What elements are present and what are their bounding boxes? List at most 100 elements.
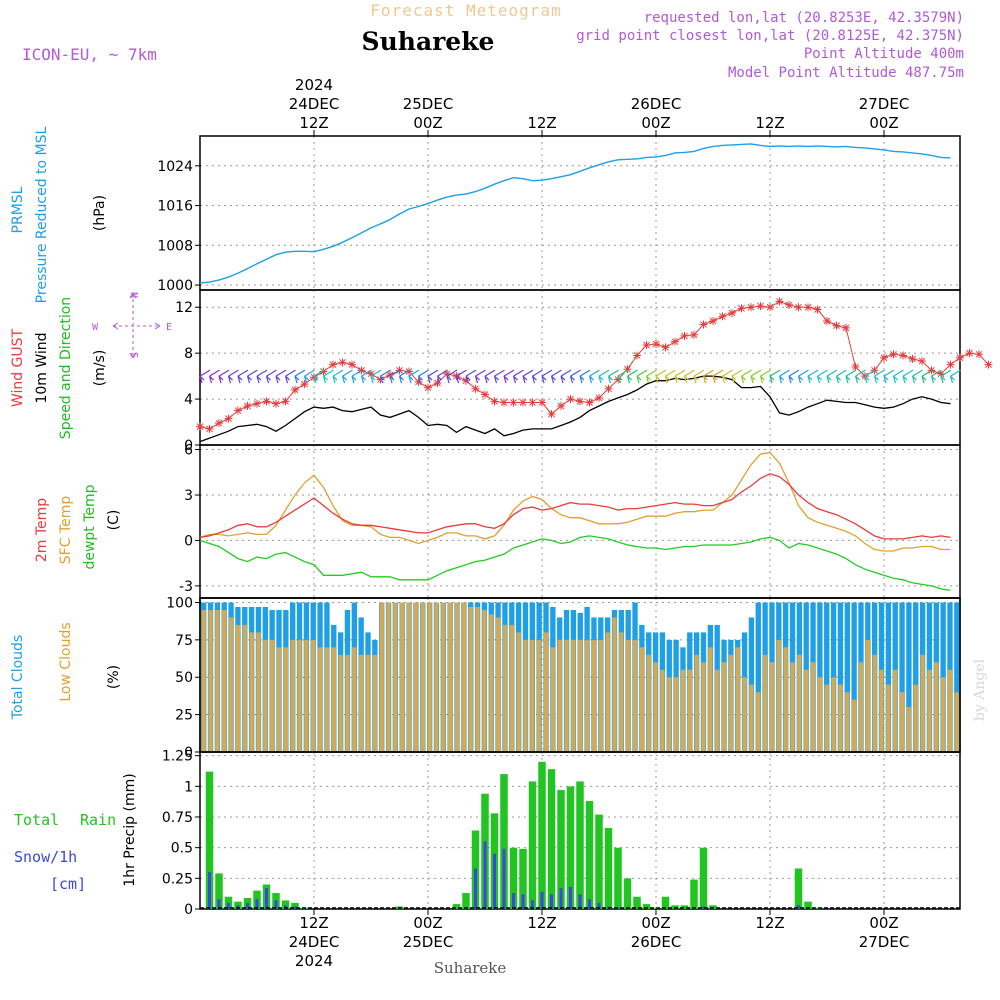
- sfc-temp-line: [199, 451, 951, 552]
- wind-barb: [541, 369, 553, 384]
- snow-bar: [265, 888, 268, 909]
- wind-barb: [702, 369, 714, 384]
- rain-bar: [699, 847, 708, 909]
- rain-bar: [804, 901, 812, 909]
- low-cloud-bar: [502, 624, 508, 752]
- wind-barb: [759, 369, 771, 384]
- gust-marker: [965, 349, 974, 358]
- y-tick-label: 0: [184, 902, 193, 918]
- rain-bar: [215, 873, 223, 909]
- gust-marker: [243, 401, 252, 410]
- wind-barb: [769, 369, 781, 384]
- time-tick-label: 12Z: [755, 114, 784, 132]
- low-cloud-bar: [701, 662, 706, 752]
- wind-barb: [664, 369, 676, 384]
- wind-barb: [246, 369, 258, 384]
- gust-marker: [424, 383, 432, 392]
- time-tick-label: 12Z: [755, 914, 784, 932]
- wind-barb: [256, 369, 268, 384]
- low-cloud-bar: [338, 654, 343, 752]
- gust-marker: [756, 302, 765, 311]
- wind-barb: [921, 369, 933, 384]
- gust-marker: [823, 317, 831, 325]
- low-cloud-bar: [249, 632, 254, 752]
- gust-marker: [747, 303, 755, 312]
- low-cloud-bar: [653, 662, 658, 752]
- gust-marker: [576, 397, 584, 406]
- wind-barb: [930, 369, 942, 384]
- wind10m-label: 10m Wind: [34, 332, 50, 403]
- precip-unit: 1hr Precip (mm): [122, 773, 138, 886]
- pressure-line: [199, 143, 951, 284]
- time-tick-label: 26DEC: [631, 95, 682, 113]
- model-altitude: Model Point Altitude 487.75m: [728, 65, 964, 81]
- wind-barb: [598, 369, 610, 384]
- wind-barb: [408, 369, 420, 384]
- snow-bar: [550, 894, 553, 909]
- wind-barb: [531, 369, 543, 384]
- wind-barb: [484, 369, 496, 384]
- wind-barb: [712, 369, 724, 384]
- wind-barb: [474, 369, 486, 384]
- y-tick-label: 1008: [157, 238, 193, 254]
- low-cloud-bar: [530, 639, 535, 752]
- snow-label: Snow/1h: [14, 848, 77, 866]
- time-tick-label: 2024: [295, 952, 333, 970]
- precip-panel: 0 0.25 0.5 0.75 1 1.25: [162, 749, 961, 918]
- gust-marker: [718, 312, 727, 321]
- low-cloud-bar: [201, 609, 206, 752]
- panel-frame: [199, 289, 961, 446]
- rain-label: Rain: [80, 811, 116, 829]
- wind-barb: [864, 369, 876, 384]
- low-cloud-bar: [721, 662, 727, 752]
- low-cloud-bar: [413, 602, 419, 752]
- low-cloud-bar: [557, 639, 562, 752]
- total-cloud-bar: [906, 602, 912, 752]
- low-cloud-bar: [489, 614, 494, 752]
- chart-title: Forecast Meteogram: [370, 1, 561, 20]
- low-cloud-bar: [372, 654, 378, 752]
- gust-marker: [338, 358, 347, 367]
- wind-barb: [569, 369, 581, 384]
- snow-bar: [797, 905, 800, 909]
- low-cloud-bar: [509, 624, 514, 752]
- gust-marker: [538, 398, 546, 407]
- snow-bar: [597, 902, 601, 909]
- low-cloud-bar: [434, 602, 439, 752]
- low-cloud-bar: [468, 606, 473, 752]
- sfc-temp-label: SFC Temp: [58, 496, 74, 565]
- gust-marker: [737, 304, 746, 313]
- low-cloud-bar: [208, 609, 213, 752]
- gust-marker: [680, 331, 689, 340]
- wind-barb: [351, 369, 363, 384]
- rain-bar: [462, 893, 470, 909]
- clouds-panel: 0 25 50 75 100: [166, 595, 961, 761]
- total-cloud-bar: [817, 602, 823, 752]
- gust-marker: [614, 375, 622, 384]
- wind-barb: [208, 369, 220, 384]
- low-cloud-bar: [578, 639, 583, 752]
- gust-marker: [376, 375, 385, 384]
- low-cloud-bar: [742, 677, 747, 752]
- time-tick-label: 12Z: [299, 914, 328, 932]
- low-cloud-bar: [543, 632, 549, 752]
- low-cloud-bar: [222, 609, 227, 752]
- wind-barb: [398, 369, 410, 384]
- low-cloud-bar: [906, 707, 912, 752]
- low-cloud-bar: [345, 654, 350, 752]
- gust-marker: [262, 397, 271, 406]
- wind-barb: [503, 369, 515, 384]
- gust-label: Wind GUST: [10, 328, 26, 407]
- snow-bar: [483, 841, 487, 909]
- time-tick-label: 12Z: [299, 114, 328, 132]
- snow-bar: [512, 893, 515, 909]
- low-cloud-bar: [762, 654, 768, 752]
- total-cloud-bar: [837, 602, 844, 752]
- total-cloud-bar: [940, 602, 946, 752]
- wind-barb: [655, 369, 667, 384]
- total-cloud-bar: [830, 602, 837, 752]
- low-cloud-bar: [817, 677, 823, 752]
- point-altitude: Point Altitude 400m: [804, 46, 964, 62]
- wind-barb: [322, 369, 334, 384]
- y-tick-label: 0: [184, 533, 193, 549]
